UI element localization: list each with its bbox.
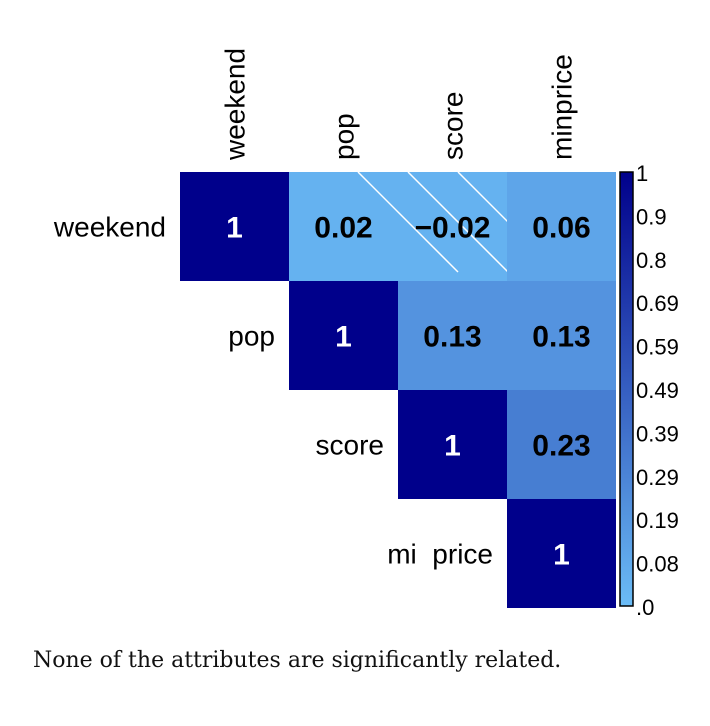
colorbar-tick-label: 0.08 (636, 552, 679, 577)
heatmap-cell (507, 172, 616, 281)
heatmap-cell (289, 172, 398, 281)
cell-value-label: 1 (226, 212, 243, 245)
heatmap-cell (507, 390, 616, 499)
heatmap-cell (398, 390, 507, 499)
colorbar-tick-label: 0.29 (636, 465, 679, 490)
column-label: weekend (220, 48, 251, 161)
colorbar-tick-label: 0.59 (636, 335, 679, 360)
cell-value-label: 0.23 (532, 430, 590, 463)
colorbar-tick-label: 0.69 (636, 291, 679, 316)
negative-hatch (357, 171, 459, 273)
row-label: weekend (53, 212, 166, 243)
cell-value-label: 0.13 (532, 321, 590, 354)
cell-value-label: 1 (444, 430, 461, 463)
colorbar-tick-label: 0.8 (636, 248, 667, 273)
heatmap-cell (398, 172, 507, 281)
heatmap-cell (180, 172, 289, 281)
row-label: mi price (387, 539, 493, 570)
heatmap-cell (507, 499, 616, 608)
correlation-heatmap: 1 0.02 −0.02 0.06 1 0.13 0.13 1 0.23 1 weekend pop… (53, 48, 679, 620)
caption: None of the attributes are significantly… (33, 648, 562, 673)
negative-hatch (407, 171, 509, 273)
colorbar (619, 171, 634, 607)
cell-value-label: 0.02 (314, 212, 372, 245)
row-label: score (316, 430, 384, 461)
colorbar-tick-label: 0.39 (636, 421, 679, 446)
colorbar-tick-label: 0.9 (636, 204, 667, 229)
heatmap-cell (507, 281, 616, 390)
row-label: pop (228, 321, 275, 352)
column-label: pop (329, 113, 360, 160)
colorbar-tick-label: 0.49 (636, 378, 679, 403)
colorbar-tick-label: .0 (636, 595, 654, 620)
column-label: minprice (547, 54, 578, 160)
colorbar-tick-label: 1 (636, 161, 648, 186)
heatmap-cell (289, 281, 398, 390)
colorbar-tick-label: 0.19 (636, 508, 679, 533)
heatmap-cell (398, 281, 507, 390)
cell-value-label: −0.02 (415, 212, 491, 245)
column-label: score (438, 92, 469, 160)
cell-value-label: 1 (553, 539, 570, 572)
cell-value-label: 0.13 (423, 321, 481, 354)
cell-value-label: 1 (335, 321, 352, 354)
cell-value-label: 0.06 (532, 212, 590, 245)
